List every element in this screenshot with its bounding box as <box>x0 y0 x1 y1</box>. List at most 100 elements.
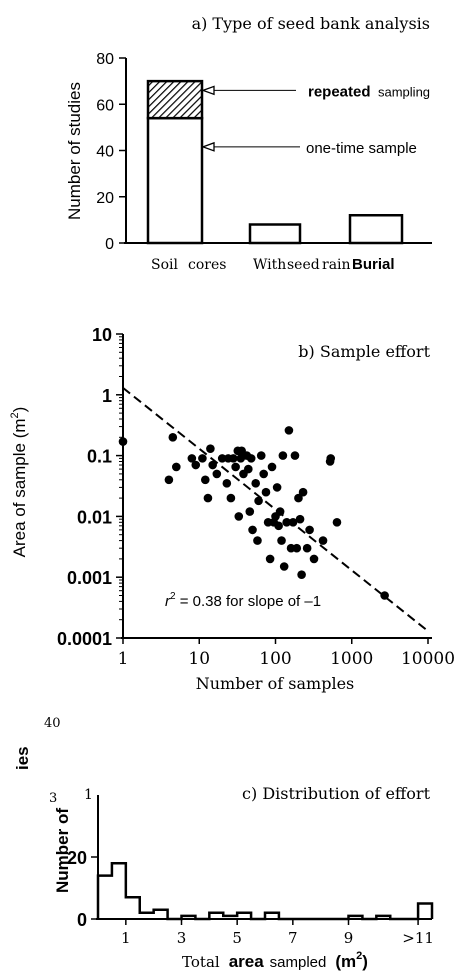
chart-a-x-tick-label: rain <box>322 257 351 273</box>
chart-b-y-tick-label: 0.1 <box>87 447 112 467</box>
chart-a-y-tick-label: 80 <box>96 51 114 68</box>
chart-a-x-tick-label: seed <box>287 257 320 273</box>
chart-b-point <box>191 460 201 470</box>
chart-b-point <box>297 570 306 579</box>
chart-b-point <box>380 591 389 600</box>
chart-c-x-label-part-exp: 2 <box>356 950 362 962</box>
chart-b-point <box>203 493 213 503</box>
chart-c-y-tick-label-40: 40 <box>44 716 61 731</box>
chart-a-bar-one-time <box>146 116 204 245</box>
chart-b: b) Sample effort Area of sample (m2) 101… <box>9 325 455 693</box>
chart-b-point <box>318 536 328 545</box>
chart-b-x-tick-label: 1000 <box>330 649 373 669</box>
chart-b-point <box>171 462 181 472</box>
chart-c-x-label-part-unit: (m <box>335 952 356 971</box>
chart-c-x-tick-label: 9 <box>344 929 354 947</box>
chart-b-point <box>259 469 268 479</box>
chart-a-annotation-arrowhead <box>201 141 215 152</box>
chart-c-x-axis-label: Total area sampled (m2) <box>182 950 368 971</box>
chart-a: a) Type of seed bank analysis Number of … <box>65 14 432 273</box>
chart-b-point <box>246 454 256 463</box>
chart-a-y-axis-label: Number of studies <box>65 82 84 220</box>
chart-c-y-axis-label: Number of <box>53 808 72 893</box>
chart-c-x-tick-label: 7 <box>288 929 298 947</box>
chart-b-point <box>244 464 253 474</box>
chart-a-y-tick-label: 40 <box>96 144 114 161</box>
chart-b-point <box>198 454 207 463</box>
chart-b-point <box>278 451 288 460</box>
chart-a-y-tick-label: 0 <box>105 236 114 253</box>
chart-a-x-tick-label: Soil <box>151 257 178 273</box>
chart-b-trendline <box>122 387 429 632</box>
chart-b-point <box>284 426 294 435</box>
chart-b-annotation-rest: = 0.38 for slope of –1 <box>176 593 322 610</box>
chart-b-point <box>274 521 283 531</box>
chart-b-annotation-exp: 2 <box>170 591 176 602</box>
chart-a-x-tick-label: With <box>253 257 286 273</box>
chart-b-point <box>254 496 263 506</box>
chart-a-y-tick-label: 60 <box>96 97 114 114</box>
chart-b-point <box>302 543 312 553</box>
chart-b-point <box>267 462 277 472</box>
chart-c-x-tick-label: 5 <box>232 929 242 947</box>
chart-a-bar-repeated <box>146 79 204 120</box>
chart-b-point <box>277 536 286 545</box>
chart-b-point <box>200 475 210 485</box>
chart-b-y-axis-label: Area of sample (m2) <box>9 407 29 558</box>
chart-b-point <box>217 454 227 463</box>
chart-b-point <box>288 517 298 527</box>
chart-b-point <box>309 554 319 564</box>
chart-b-point <box>248 525 257 535</box>
chart-b-point <box>279 562 289 571</box>
chart-b-point <box>208 460 217 470</box>
chart-a-annotation-label-sampling: sampling <box>378 84 430 99</box>
chart-b-point <box>226 493 236 503</box>
chart-b-y-axis-label-exp: 2 <box>9 412 21 418</box>
chart-b-y-axis-label-close: ) <box>10 407 29 413</box>
chart-b-y-tick-label: 0.001 <box>67 568 112 588</box>
chart-a-title: a) Type of seed bank analysis <box>192 14 430 33</box>
chart-b-annotation: r2 = 0.38 for slope of –1 <box>165 591 321 610</box>
chart-c: c) Distribution of effort Number of ies … <box>13 716 434 971</box>
chart-a-x-tick-label: cores <box>188 257 226 273</box>
chart-a-bar-one-time <box>348 214 404 245</box>
chart-c-y-tick-label: 0 <box>77 910 87 930</box>
chart-b-point <box>261 487 271 497</box>
chart-b-point <box>292 543 302 553</box>
chart-b-point <box>298 487 308 497</box>
chart-b-point <box>234 512 244 521</box>
chart-b-y-tick-label: 0.0001 <box>57 629 112 649</box>
chart-b-point <box>272 483 282 492</box>
chart-b-point <box>229 454 238 463</box>
chart-b-point <box>282 517 291 527</box>
chart-b-point <box>222 479 232 488</box>
chart-b-point <box>326 454 336 463</box>
chart-b-title: b) Sample effort <box>298 342 430 361</box>
chart-c-histogram <box>96 861 434 921</box>
chart-b-point <box>290 451 300 460</box>
chart-b-point <box>212 469 222 479</box>
chart-b-y-tick-label: 1 <box>102 386 112 406</box>
chart-a-annotation-arrowhead <box>201 85 215 96</box>
chart-b-y-tick-label: 0.01 <box>77 507 112 527</box>
chart-b-point <box>253 536 262 545</box>
chart-c-x-tick-label: 1 <box>121 929 131 947</box>
chart-b-annotation-r: r <box>165 593 171 610</box>
chart-c-x-tick-label: >11 <box>402 929 434 947</box>
chart-c-y-tick-label: 20 <box>67 848 87 868</box>
chart-b-point <box>305 525 314 535</box>
chart-c-x-label-part-area: area <box>229 952 265 971</box>
chart-b-x-tick-label: 10000 <box>401 649 455 669</box>
chart-b-y-tick-label: 10 <box>92 325 112 345</box>
chart-b-y-axis-label-main: Area of sample (m <box>10 418 29 557</box>
chart-a-annotation-label-one-time: one-time sample <box>306 140 417 157</box>
chart-b-x-tick-label: 10 <box>188 649 210 669</box>
chart-c-x-tick-label: 3 <box>177 929 187 947</box>
chart-b-point <box>118 437 128 446</box>
chart-b-point <box>294 493 303 503</box>
chart-b-point <box>168 432 178 442</box>
chart-b-point <box>265 554 275 564</box>
chart-c-title: c) Distribution of effort <box>242 784 431 803</box>
chart-b-point <box>245 507 255 516</box>
